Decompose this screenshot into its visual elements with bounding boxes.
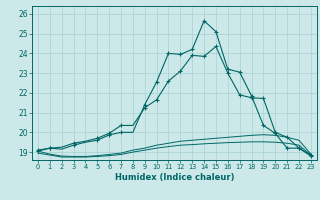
X-axis label: Humidex (Indice chaleur): Humidex (Indice chaleur) [115, 173, 234, 182]
